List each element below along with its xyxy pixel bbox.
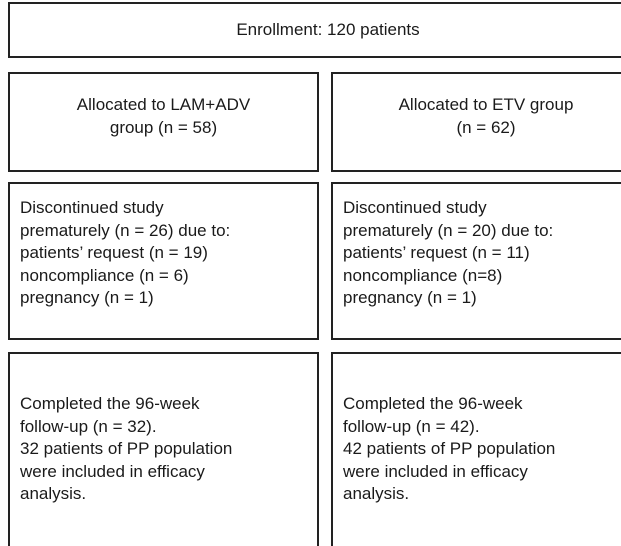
completed-line: analysis. bbox=[20, 484, 87, 503]
enrollment-text: Enrollment: 120 patients bbox=[236, 20, 420, 39]
enrollment-box: Enrollment: 120 patients bbox=[8, 2, 621, 58]
discontinued-line: noncompliance (n = 6) bbox=[20, 265, 189, 285]
discontinued-line: Discontinued study bbox=[20, 198, 164, 217]
completed-box: Completed the 96-week follow-up (n = 42).… bbox=[331, 352, 621, 546]
completed-line: Completed the 96-week bbox=[343, 394, 523, 413]
discontinued-line: pregnancy (n = 1) bbox=[20, 288, 154, 307]
allocation-box: Allocated to LAM+ADV group (n = 58) bbox=[8, 72, 319, 172]
discontinued-line: patients’ request (n = 11) bbox=[343, 243, 530, 262]
completed-line: were included in efficacy bbox=[343, 461, 528, 481]
allocation-line: Allocated to ETV group bbox=[398, 95, 574, 114]
discontinued-line: noncompliance (n=8) bbox=[343, 265, 503, 285]
discontinued-box: Discontinued study prematurely (n = 26) d… bbox=[8, 182, 319, 340]
completed-line: analysis. bbox=[343, 484, 410, 503]
completed-line: were included in efficacy bbox=[20, 461, 205, 481]
discontinued-box: Discontinued study prematurely (n = 20) d… bbox=[331, 182, 621, 340]
completed-line: 32 patients of PP population bbox=[20, 439, 233, 458]
completed-line: Completed the 96-week bbox=[20, 394, 200, 413]
allocation-box: Allocated to ETV group (n = 62) bbox=[331, 72, 621, 172]
discontinued-line: Discontinued study bbox=[343, 198, 487, 217]
discontinued-line: prematurely (n = 20) due to: bbox=[343, 220, 554, 240]
completed-line: 42 patients of PP population bbox=[343, 439, 556, 458]
completed-line: follow-up (n = 32). bbox=[20, 416, 157, 436]
allocation-line: (n = 62) bbox=[456, 117, 516, 137]
completed-line: follow-up (n = 42). bbox=[343, 416, 480, 436]
discontinued-line: prematurely (n = 26) due to: bbox=[20, 220, 231, 240]
allocation-line: group (n = 58) bbox=[109, 117, 218, 137]
allocation-line: Allocated to LAM+ADV bbox=[76, 95, 251, 114]
discontinued-line: pregnancy (n = 1) bbox=[343, 288, 477, 307]
completed-box: Completed the 96-week follow-up (n = 32).… bbox=[8, 352, 319, 546]
discontinued-line: patients’ request (n = 19) bbox=[20, 243, 208, 262]
